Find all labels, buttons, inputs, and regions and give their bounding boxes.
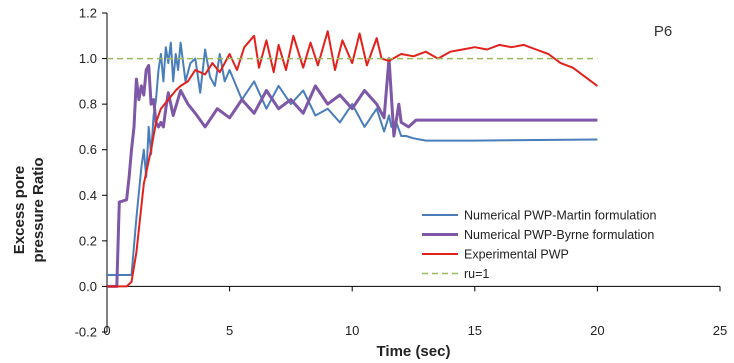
y-tick-label: 0.2 [79, 233, 97, 248]
x-tick-label: 10 [345, 323, 359, 338]
y-tick-label: 1.0 [79, 51, 97, 66]
series-line-2 [107, 57, 598, 288]
panel-label: P6 [654, 23, 672, 40]
series-line-3 [107, 30, 598, 288]
x-axis-ticks: 0 5 10 15 20 25 [103, 286, 727, 338]
y-axis-title-line-2: pressure Ratio [30, 157, 47, 262]
y-tick-label: 0.6 [79, 142, 97, 157]
x-tick-label: 20 [590, 323, 604, 338]
legend: Numerical PWP-Martin formulation Numerica… [422, 209, 656, 281]
legend-label: ru=1 [464, 267, 489, 281]
axes [106, 13, 720, 332]
y-tick-label: -0.2 [75, 325, 97, 340]
x-tick-label: 0 [103, 323, 110, 338]
y-tick-label: 0.8 [79, 97, 97, 112]
y-tick-label: 1.2 [79, 6, 97, 21]
y-axis-ticks: -0.2 0.0 0.2 0.4 0.6 0.8 1.0 1.2 [75, 6, 107, 340]
legend-label: Experimental PWP [464, 248, 569, 262]
x-tick-label: 5 [226, 323, 233, 338]
series-lines [107, 30, 598, 288]
x-axis-title: Time (sec) [377, 343, 451, 360]
y-tick-label: 0.0 [79, 279, 97, 294]
legend-label: Numerical PWP-Byrne formulation [464, 228, 654, 242]
legend-label: Numerical PWP-Martin formulation [464, 209, 656, 223]
y-tick-label: 0.4 [79, 188, 97, 203]
series-line-1 [107, 41, 598, 276]
y-axis-title-line-1: Excess pore [11, 166, 28, 254]
x-tick-label: 25 [713, 323, 727, 338]
x-tick-label: 15 [468, 323, 482, 338]
y-axis-title: Excess pore pressure Ratio [11, 157, 47, 262]
